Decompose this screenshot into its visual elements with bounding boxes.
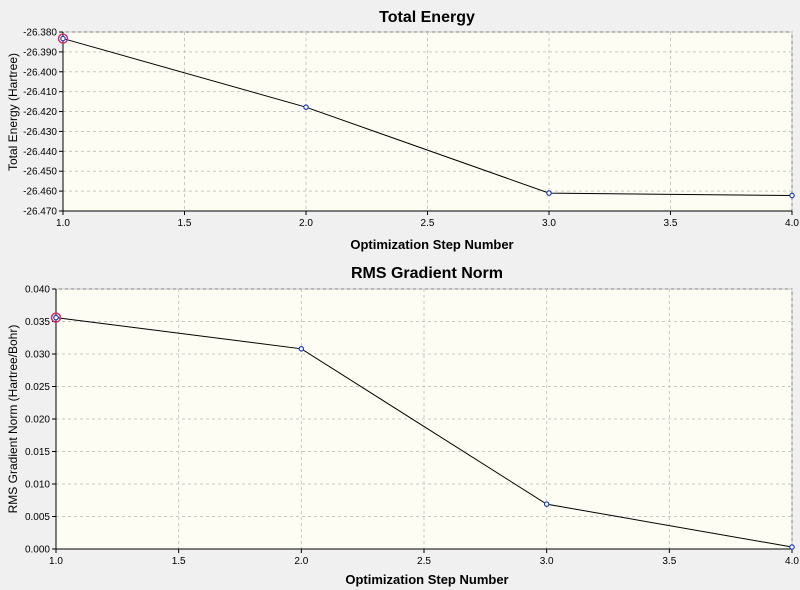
x-tick-label: 2.5 (421, 218, 435, 229)
data-point (298, 346, 305, 352)
total-energy-chart: Total Energy Total Energy (Hartree) Opti… (6, 9, 799, 252)
y-tick-label: 0.035 (25, 317, 50, 328)
data-point (60, 35, 66, 42)
x-tick-label: 3.0 (542, 218, 556, 229)
x-tick-label: 4.0 (785, 556, 799, 567)
x-axis-label: Optimization Step Number (345, 572, 508, 587)
x-axis-label: Optimization Step Number (350, 237, 513, 252)
plot-area (62, 31, 793, 212)
y-tick-label: -26.470 (23, 207, 57, 218)
x-tick-label: 3.5 (662, 556, 676, 567)
data-point (53, 314, 59, 321)
y-tick-label: -26.420 (23, 107, 57, 118)
y-tick-label: 0.015 (25, 447, 50, 458)
x-tick-label: 1.5 (172, 556, 186, 567)
y-tick-label: 0.005 (25, 512, 50, 523)
y-tick-label: -26.410 (23, 87, 57, 98)
x-tick-label: 1.0 (56, 218, 70, 229)
y-tick-label: 0.030 (25, 350, 50, 361)
highlight-ring (50, 312, 62, 323)
series-line (55, 317, 793, 548)
gridlines (62, 31, 793, 212)
data-point (303, 104, 309, 110)
x-tick-label: 4.0 (785, 218, 799, 229)
x-tick-label: 2.5 (417, 556, 431, 567)
y-axis-label: RMS Gradient Norm (Hartree/Bohr) (6, 325, 20, 514)
y-tick-label: 0.020 (25, 415, 50, 426)
y-tick-label: 0.040 (25, 285, 50, 296)
data-point (789, 544, 795, 550)
x-tick-label: 1.5 (178, 218, 192, 229)
chart-title: RMS Gradient Norm (351, 265, 503, 282)
x-tick-label: 2.0 (294, 556, 308, 567)
y-tick-label: -26.430 (23, 127, 57, 138)
y-tick-label: 0.025 (25, 382, 50, 393)
y-tick-label: -26.460 (23, 187, 57, 198)
data-point (789, 192, 795, 199)
x-tick-label: 2.0 (299, 218, 313, 229)
x-tick-label: 1.0 (49, 556, 63, 567)
x-tick-label: 3.5 (664, 218, 678, 229)
data-point (546, 190, 552, 196)
y-axis-label: Total Energy (Hartree) (6, 53, 20, 171)
data-point (543, 501, 550, 507)
y-tick-label: 0.010 (25, 480, 50, 491)
y-tick-label: -26.400 (23, 67, 57, 78)
y-tick-label: -26.440 (23, 147, 57, 158)
chart-title: Total Energy (379, 9, 475, 26)
y-tick-label: -26.380 (23, 28, 57, 39)
series-line (62, 38, 793, 196)
highlight-ring (57, 33, 69, 44)
y-tick-label: -26.450 (23, 167, 57, 178)
rms-gradient-chart: RMS Gradient Norm RMS Gradient Norm (Har… (6, 265, 799, 587)
x-tick-label: 3.0 (540, 556, 554, 567)
gridlines (55, 288, 793, 550)
y-tick-label: 0.000 (25, 545, 50, 556)
y-tick-label: -26.390 (23, 47, 57, 58)
